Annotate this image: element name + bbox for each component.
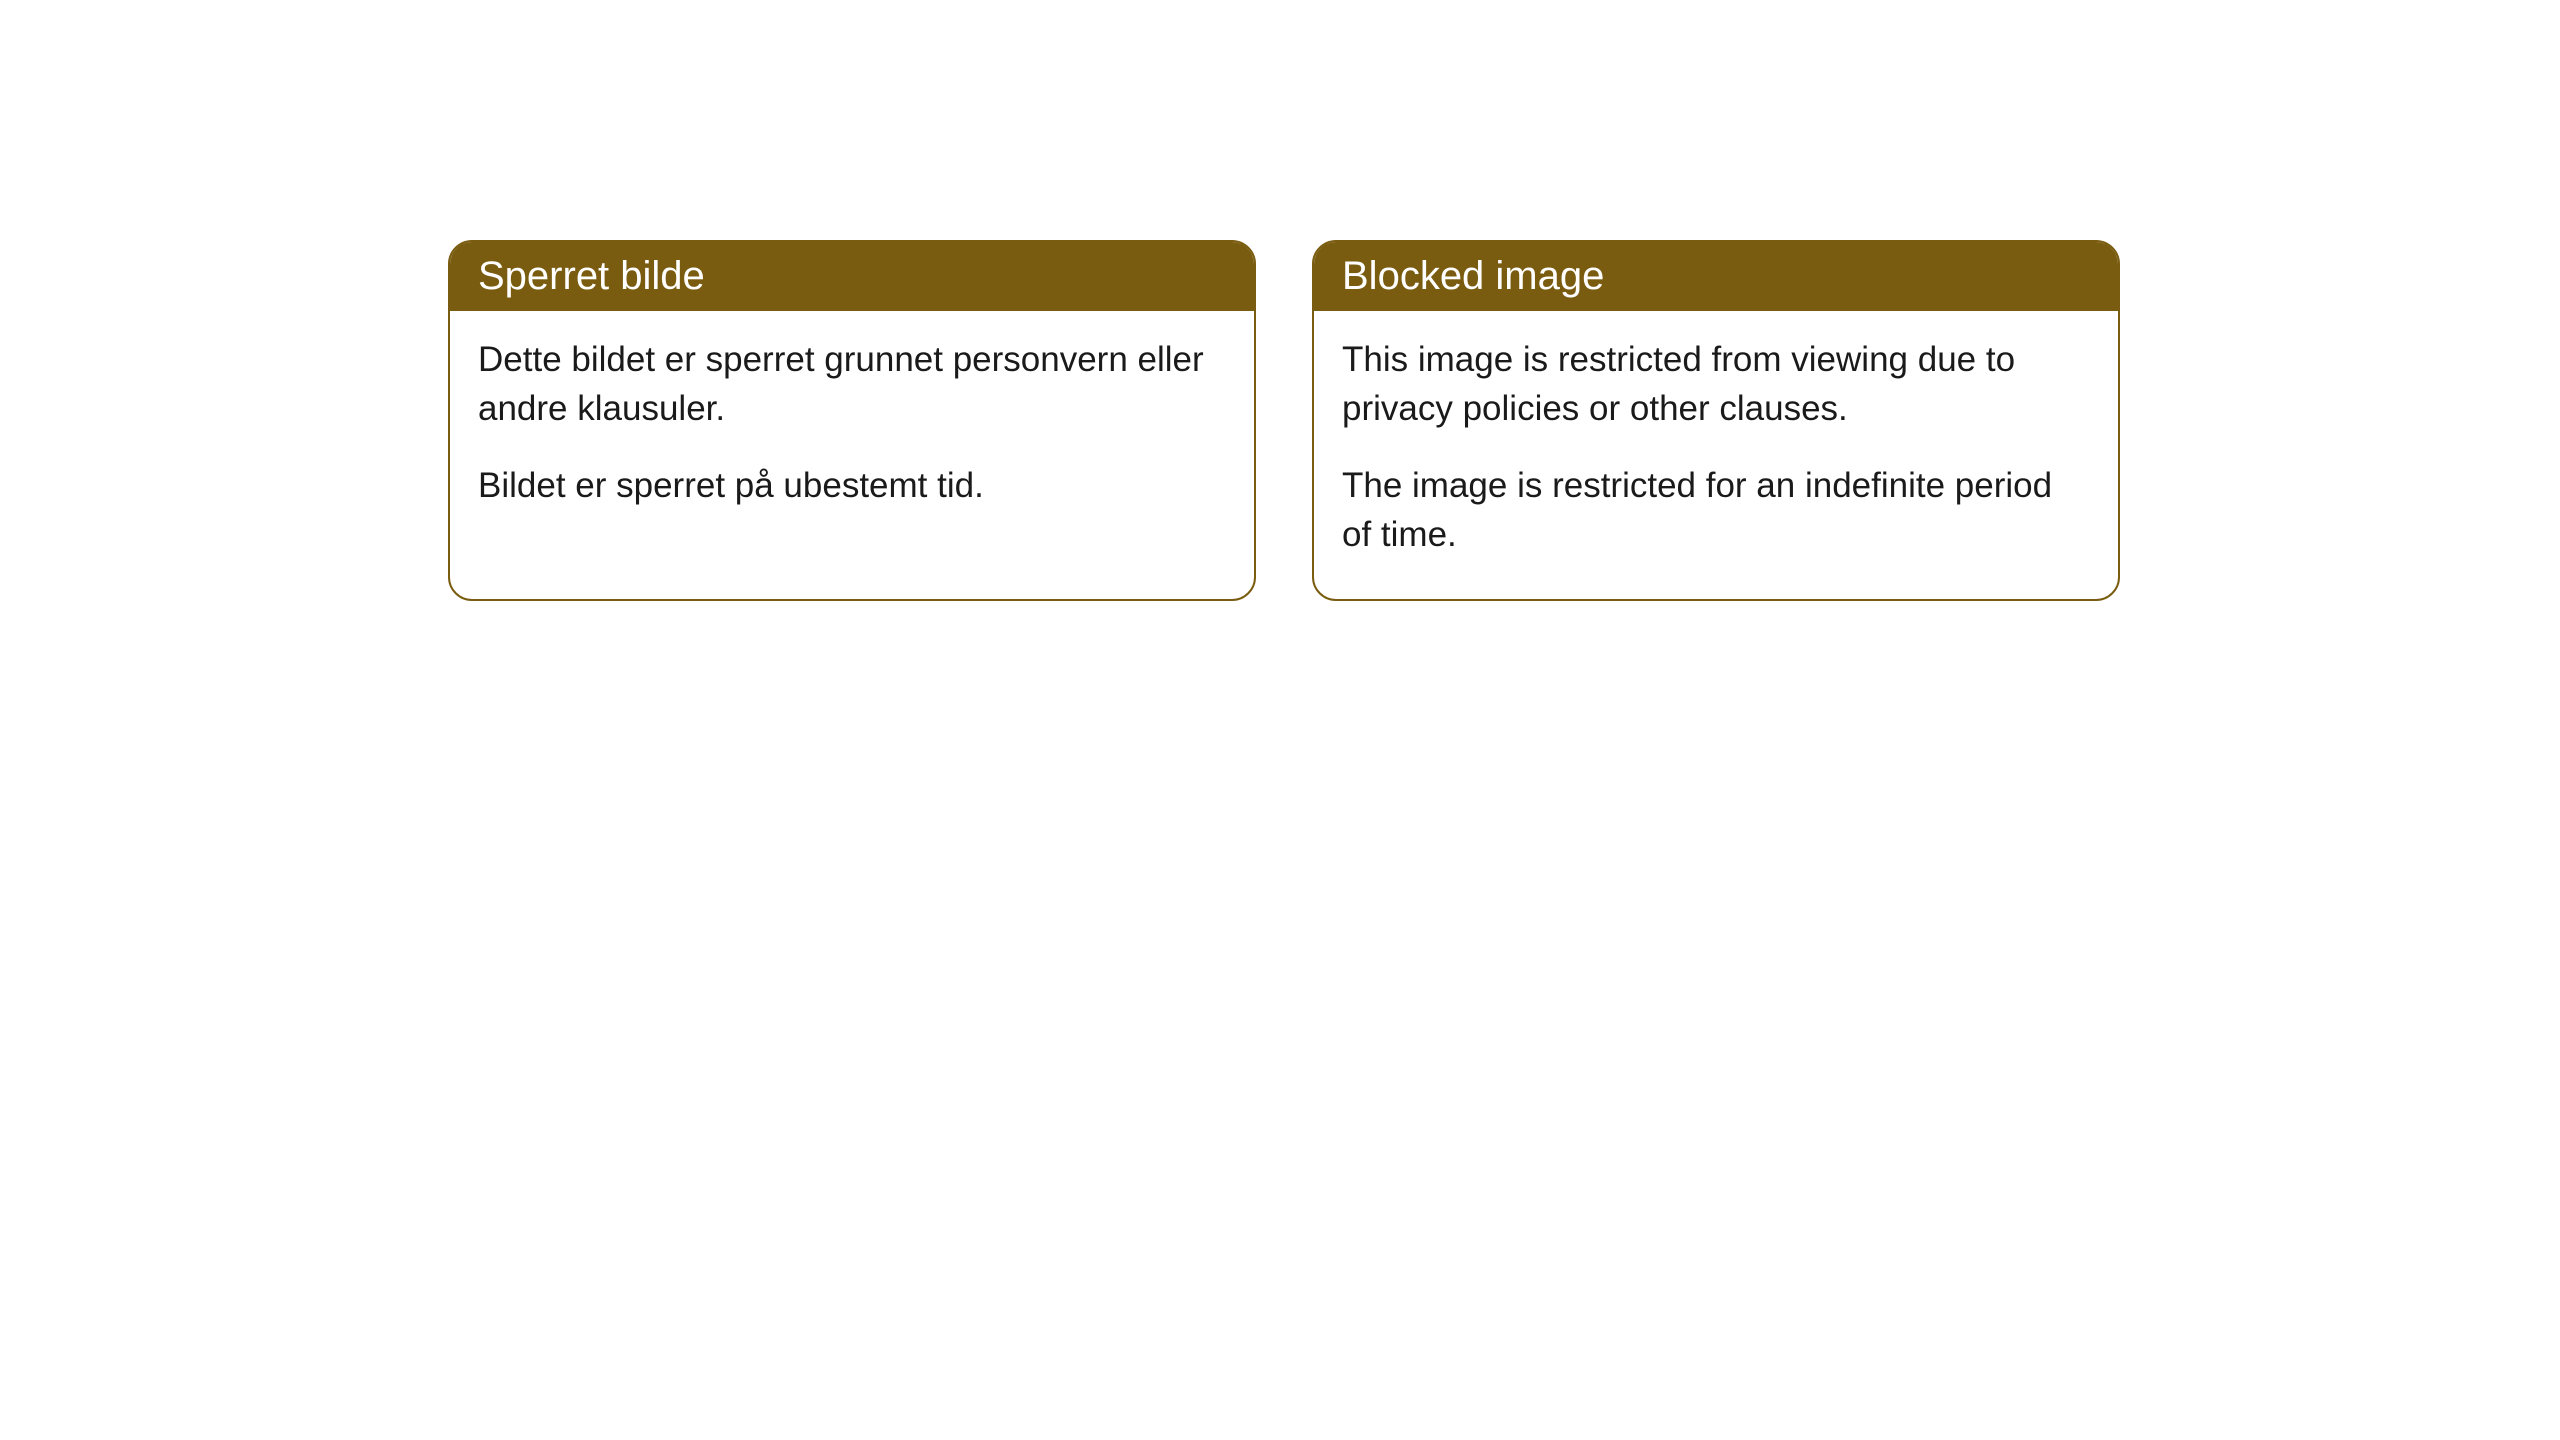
card-header-english: Blocked image <box>1314 242 2118 311</box>
card-paragraph: Bildet er sperret på ubestemt tid. <box>478 461 1226 510</box>
card-body-english: This image is restricted from viewing du… <box>1314 311 2118 599</box>
card-paragraph: This image is restricted from viewing du… <box>1342 335 2090 433</box>
card-paragraph: Dette bildet er sperret grunnet personve… <box>478 335 1226 433</box>
card-paragraph: The image is restricted for an indefinit… <box>1342 461 2090 559</box>
blocked-image-card-norwegian: Sperret bilde Dette bildet er sperret gr… <box>448 240 1256 601</box>
card-header-norwegian: Sperret bilde <box>450 242 1254 311</box>
blocked-image-card-english: Blocked image This image is restricted f… <box>1312 240 2120 601</box>
notice-cards-container: Sperret bilde Dette bildet er sperret gr… <box>0 0 2560 601</box>
card-body-norwegian: Dette bildet er sperret grunnet personve… <box>450 311 1254 550</box>
